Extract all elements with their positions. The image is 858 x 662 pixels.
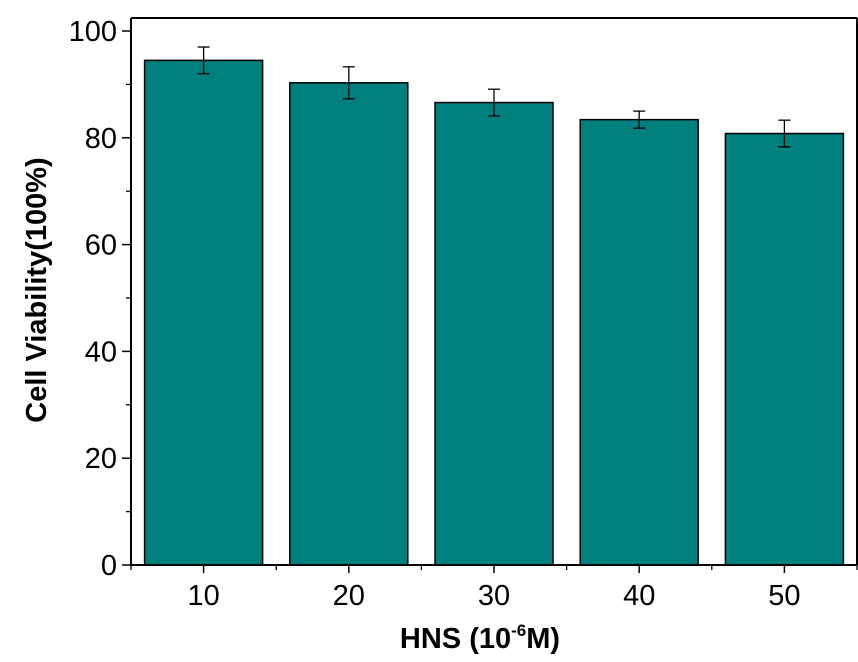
bar-50 bbox=[724, 132, 845, 566]
x-axis-title-prefix: HNS (10 bbox=[400, 623, 511, 655]
y-axis-title: Cell Viability(100%) bbox=[21, 157, 53, 422]
x-tick-label-20: 20 bbox=[333, 580, 365, 612]
y-ticks: 0 20 40 60 80 100 bbox=[69, 16, 131, 582]
bar-20 bbox=[289, 82, 409, 566]
x-tick-label-50: 50 bbox=[768, 580, 800, 612]
y-tick-label-0: 0 bbox=[101, 550, 117, 582]
x-ticks: 10 20 30 40 50 bbox=[130, 565, 858, 612]
error-bars bbox=[197, 46, 791, 148]
x-tick-label-30: 30 bbox=[478, 580, 510, 612]
y-tick-label-40: 40 bbox=[85, 336, 117, 368]
x-tick-label-10: 10 bbox=[187, 580, 219, 612]
bar-30 bbox=[434, 101, 554, 566]
x-axis-title-suffix: M) bbox=[526, 623, 560, 655]
x-axis-title-superscript: -6 bbox=[511, 621, 526, 640]
bar-40 bbox=[579, 118, 699, 566]
bars bbox=[143, 59, 845, 566]
y-tick-label-60: 60 bbox=[85, 230, 117, 262]
x-axis-title: HNS (10-6M) bbox=[400, 621, 560, 655]
x-tick-label-40: 40 bbox=[623, 580, 655, 612]
plot-frame bbox=[131, 17, 858, 565]
y-tick-label-100: 100 bbox=[69, 16, 117, 48]
y-tick-label-20: 20 bbox=[85, 443, 117, 475]
y-tick-label-80: 80 bbox=[85, 123, 117, 155]
bar-10 bbox=[143, 59, 264, 566]
